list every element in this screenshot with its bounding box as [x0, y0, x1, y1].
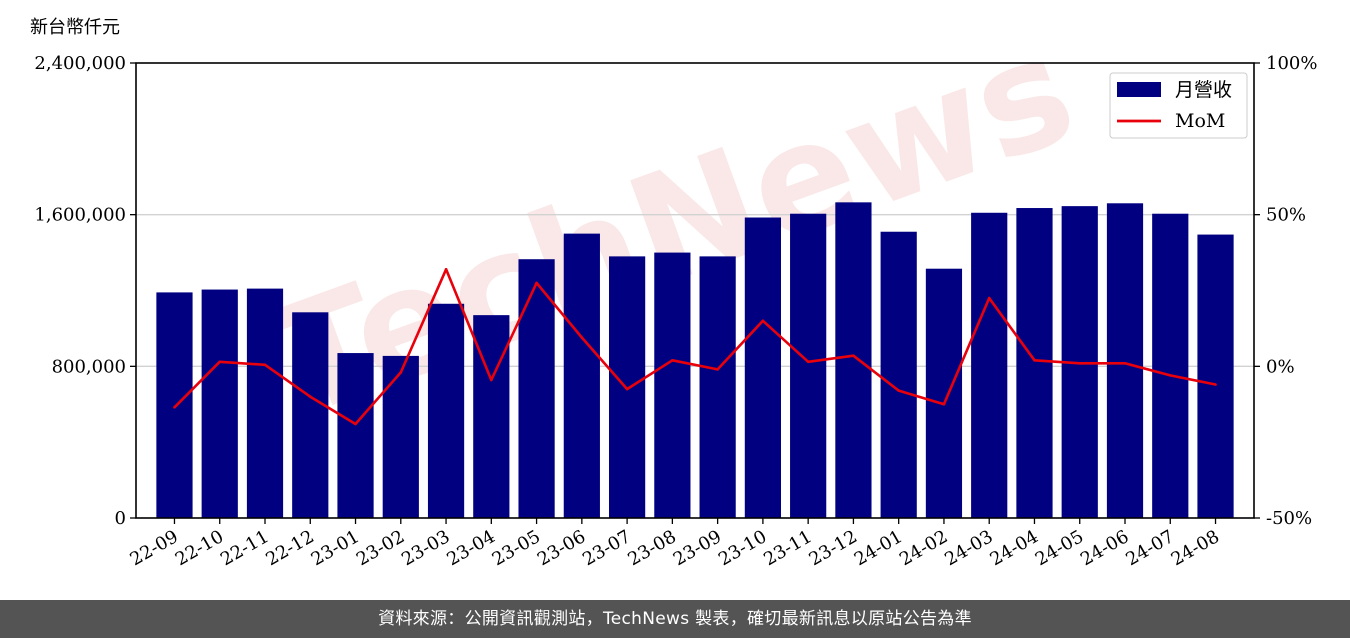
x-tick-label: 23-05 [489, 526, 544, 570]
x-tick-label: 24-06 [1077, 526, 1132, 570]
bar-23-06 [563, 233, 600, 518]
y-axis-unit-label: 新台幣仟元 [30, 17, 120, 38]
x-tick-label: 24-05 [1032, 526, 1087, 570]
legend-label: MoM [1175, 110, 1225, 132]
mom-point-23-12 [852, 354, 855, 358]
x-tick-label: 23-04 [443, 526, 498, 570]
bar-23-09 [699, 256, 736, 518]
x-tick-label: 23-07 [579, 526, 634, 570]
mom-point-23-08 [671, 358, 674, 362]
mom-point-24-01 [897, 389, 900, 392]
mom-line [173, 267, 1216, 426]
x-tick-label: 22-10 [172, 526, 227, 570]
x-tick-label: 23-02 [353, 526, 408, 570]
x-tick-label: 23-10 [715, 526, 770, 570]
legend-label: 月營收 [1175, 79, 1232, 101]
x-tick-label: 22-09 [127, 526, 182, 570]
bar-22-09 [156, 292, 193, 518]
mom-point-24-07 [1168, 374, 1172, 377]
x-tick-label: 23-01 [308, 526, 363, 570]
bar-23-08 [654, 252, 691, 519]
chart-svg: TechNews0800,0001,600,0002,400,000-50%0%… [30, 3, 1317, 571]
x-tick-label: 23-03 [398, 526, 453, 570]
mom-point-23-05 [535, 281, 538, 285]
x-tick-label: 24-07 [1122, 526, 1177, 570]
bar-24-04 [1016, 208, 1053, 518]
mom-point-24-03 [987, 296, 991, 300]
mom-point-23-10 [761, 319, 765, 323]
bar-23-11 [790, 213, 827, 518]
x-tick-label: 24-08 [1168, 526, 1223, 570]
bar-24-03 [971, 212, 1008, 519]
mom-point-24-04 [1033, 358, 1036, 362]
y-right-tick-label: 50% [1266, 205, 1306, 226]
x-tick-label: 24-02 [896, 526, 951, 570]
x-tick-label: 23-06 [534, 526, 589, 570]
y-left-tick-label: 1,600,000 [34, 205, 126, 226]
mom-point-23-04 [490, 378, 493, 382]
x-tick-label: 23-11 [760, 526, 815, 570]
y-left-tick-label: 2,400,000 [34, 53, 126, 74]
mom-point-23-03 [444, 267, 448, 271]
bar-22-10 [201, 289, 238, 518]
y-right-tick-label: 0% [1266, 356, 1295, 377]
mom-point-23-02 [399, 371, 403, 374]
bar-24-08 [1197, 234, 1234, 518]
bar-22-12 [292, 312, 329, 518]
mom-point-22-12 [308, 395, 312, 398]
bar-24-01 [880, 231, 917, 518]
bar-24-06 [1106, 203, 1144, 518]
chart-container: TechNews 0 800,000 1,600,000 2,400,000 -50% 0%… [30, 3, 1317, 571]
x-tick-label: 23-12 [805, 526, 860, 570]
y-left-tick-label: 800,000 [52, 356, 126, 377]
bar-23-01 [337, 353, 374, 518]
y-left-tick-label: 0 [115, 508, 126, 529]
source-footer: 資料來源：公開資訊觀測站，TechNews 製表，確切最新訊息以原站公告為準 [0, 600, 1350, 638]
x-tick-label: 23-08 [624, 526, 679, 570]
mom-point-24-02 [942, 402, 946, 406]
mom-point-23-07 [625, 387, 629, 391]
x-tick-label: 22-11 [217, 526, 272, 570]
footer-text: 資料來源：公開資訊觀測站，TechNews 製表，確切最新訊息以原站公告為準 [378, 609, 972, 629]
bar-23-10 [744, 217, 781, 518]
mom-point-24-06 [1123, 362, 1127, 365]
bar-24-02 [925, 268, 963, 518]
mom-point-23-09 [716, 368, 719, 371]
bar-23-12 [835, 202, 872, 518]
x-tick-label: 22-12 [262, 526, 317, 570]
mom-point-23-01 [354, 422, 357, 426]
mom-point-22-10 [218, 360, 222, 364]
mom-point-22-11 [263, 363, 267, 367]
legend-swatch-revenue [1117, 82, 1161, 97]
mom-point-24-08 [1214, 383, 1217, 386]
bar-22-11 [246, 288, 284, 518]
x-tick-label: 23-09 [670, 526, 725, 570]
mom-point-24-05 [1078, 362, 1082, 365]
x-tick-label: 24-01 [851, 526, 906, 570]
bar-23-02 [382, 355, 419, 518]
plot-frame [135, 62, 1255, 519]
x-tick-label: 24-04 [987, 526, 1042, 570]
mom-point-22-09 [173, 405, 176, 409]
y-right-tick-label: -50% [1266, 508, 1312, 529]
mom-point-23-06 [580, 336, 584, 339]
y-right-tick-label: 100% [1266, 53, 1317, 74]
bar-24-07 [1152, 213, 1189, 518]
x-tick-label: 24-03 [941, 526, 996, 570]
bar-23-05 [518, 259, 555, 518]
mom-point-23-11 [806, 360, 810, 364]
bar-23-03 [427, 303, 465, 518]
